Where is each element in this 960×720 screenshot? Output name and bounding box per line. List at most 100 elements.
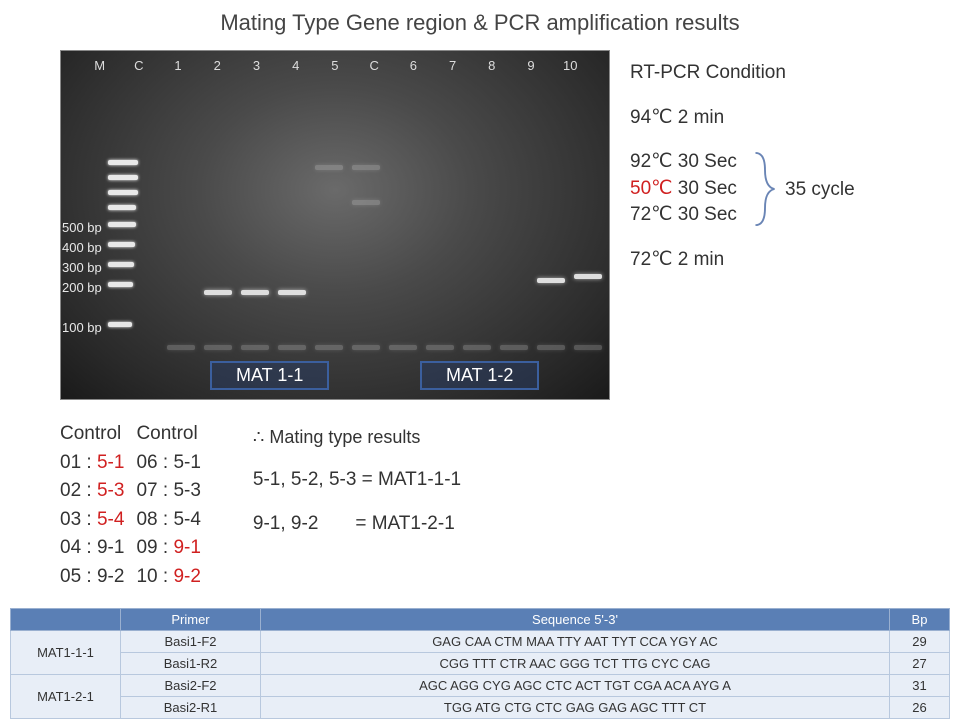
gel-band [315,345,343,350]
ladder-band [108,205,136,210]
summary-line-2: 9-1, 9-2 = MAT1-2-1 [253,506,461,542]
cycle-count: 35 cycle [785,177,855,204]
gel-band [537,345,565,350]
control-row: 03 : 5-4 [60,506,124,535]
pcr-conditions: RT-PCR Condition 94℃ 2 min 92℃ 30 Sec50℃… [630,60,940,274]
primer-name-cell: MAT1-2-1 [11,675,121,719]
control-row: 02 : 5-3 [60,477,124,506]
lane-label: 7 [439,58,467,73]
lane-label: 8 [478,58,506,73]
bp-label: 100 bp [62,320,102,335]
primer-table-header: PrimerSequence 5'-3'Bp [11,609,950,631]
primer-row: MAT1-2-1Basi2-F2AGC AGG CYG AGC CTC ACT … [11,675,950,697]
primer-cell: CGG TTT CTR AAC GGG TCT TTG CYC CAG [261,653,890,675]
gel-band [463,345,491,350]
control-heading-2: Control [136,420,200,449]
gel-band [352,165,380,170]
control-col-2: Control 06 : 5-107 : 5-308 : 5-409 : 9-1… [136,420,200,591]
gel-band [241,290,269,295]
gel-band [500,345,528,350]
gel-band [278,290,306,295]
primer-cell: 29 [890,631,950,653]
page-title: Mating Type Gene region & PCR amplificat… [0,0,960,36]
ladder-band [108,282,133,287]
control-heading-1: Control [60,420,124,449]
ladder-band [108,262,134,267]
primer-name-cell: MAT1-1-1 [11,631,121,675]
summary-line-1: 5-1, 5-2, 5-3 = MAT1-1-1 [253,462,461,498]
conditions-heading: RT-PCR Condition [630,60,940,87]
lane-label: 9 [517,58,545,73]
lane-label: M [86,58,114,73]
lane-label: C [360,58,388,73]
primer-cell: TGG ATG CTG CTC GAG GAG AGC TTT CT [261,697,890,719]
gel-band [204,345,232,350]
gel-band [167,345,195,350]
primer-cell: Basi1-R2 [121,653,261,675]
control-row: 08 : 5-4 [136,506,200,535]
lane-label: 1 [164,58,192,73]
brace-icon [750,151,780,227]
gel-band [315,165,343,170]
mat-region-label: MAT 1-2 [420,361,539,390]
summary-heading: ∴ Mating type results [253,420,461,454]
gel-band [278,345,306,350]
gel-band [352,345,380,350]
final-extension: 72℃ 2 min [630,247,940,274]
primer-cell: Basi1-F2 [121,631,261,653]
primer-row: MAT1-1-1Basi1-F2GAG CAA CTM MAA TTY AAT … [11,631,950,653]
control-row: 10 : 9-2 [136,563,200,592]
initial-denature: 94℃ 2 min [630,105,940,132]
lane-label: 10 [556,58,584,73]
cycle-step: 92℃ 30 Sec [630,149,940,176]
gel-band [574,345,602,350]
ladder-band [108,222,136,227]
control-row: 06 : 5-1 [136,449,200,478]
lane-label: 3 [242,58,270,73]
lane-label: 2 [203,58,231,73]
bp-label: 300 bp [62,260,102,275]
gel-band [389,345,417,350]
gel-band [426,345,454,350]
primer-cell: 26 [890,697,950,719]
control-col-1: Control 01 : 5-102 : 5-303 : 5-404 : 9-1… [60,420,124,591]
primer-header [11,609,121,631]
control-row: 05 : 9-2 [60,563,124,592]
ladder-band [108,190,138,195]
lane-label: 6 [399,58,427,73]
primer-cell: 31 [890,675,950,697]
primer-cell: 27 [890,653,950,675]
results-section: Control 01 : 5-102 : 5-303 : 5-404 : 9-1… [60,420,900,591]
gel-image: MC12345C678910 500 bp400 bp300 bp200 bp1… [60,50,610,400]
primer-header: Sequence 5'-3' [261,609,890,631]
primer-cell: AGC AGG CYG AGC CTC ACT TGT CGA ACA AYG … [261,675,890,697]
gel-band [574,274,602,279]
bp-label: 500 bp [62,220,102,235]
cycle-step: 72℃ 30 Sec [630,202,940,229]
primer-cell: Basi2-R1 [121,697,261,719]
primer-table-body: MAT1-1-1Basi1-F2GAG CAA CTM MAA TTY AAT … [11,631,950,719]
primer-row: Basi1-R2CGG TTT CTR AAC GGG TCT TTG CYC … [11,653,950,675]
mat-region-label: MAT 1-1 [210,361,329,390]
lane-labels-row: MC12345C678910 [80,58,590,73]
mating-type-summary: ∴ Mating type results 5-1, 5-2, 5-3 = MA… [253,420,461,591]
primer-header: Primer [121,609,261,631]
gel-band [537,278,565,283]
primer-cell: Basi2-F2 [121,675,261,697]
lane-label: C [125,58,153,73]
ladder-band [108,160,138,165]
primer-header: Bp [890,609,950,631]
ladder-band [108,242,135,247]
lane-label: 5 [321,58,349,73]
primer-row: Basi2-R1TGG ATG CTG CTC GAG GAG AGC TTT … [11,697,950,719]
control-row: 01 : 5-1 [60,449,124,478]
ladder-band [108,322,132,327]
lane-label: 4 [282,58,310,73]
gel-band [352,200,380,205]
gel-band [241,345,269,350]
control-row: 07 : 5-3 [136,477,200,506]
bp-label: 200 bp [62,280,102,295]
gel-band [204,290,232,295]
primer-table: PrimerSequence 5'-3'Bp MAT1-1-1Basi1-F2G… [10,608,950,719]
control-row: 09 : 9-1 [136,534,200,563]
